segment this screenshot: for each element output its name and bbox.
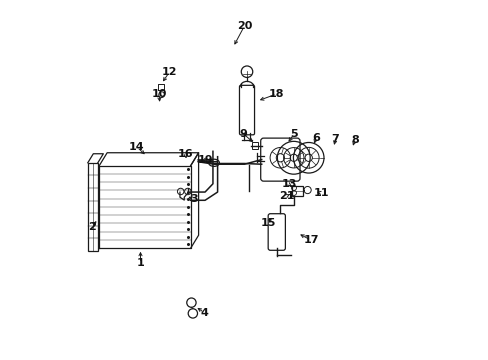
Text: 13: 13 xyxy=(281,179,296,189)
Text: 18: 18 xyxy=(268,89,284,99)
Text: 6: 6 xyxy=(312,133,320,143)
Text: 11: 11 xyxy=(313,188,328,198)
Text: 10: 10 xyxy=(151,89,166,99)
Bar xyxy=(291,186,303,196)
Text: 1: 1 xyxy=(136,258,144,268)
Text: 8: 8 xyxy=(350,135,358,145)
Text: 3: 3 xyxy=(190,194,198,204)
Bar xyxy=(252,142,258,149)
Text: 21: 21 xyxy=(279,191,294,201)
Text: 20: 20 xyxy=(236,21,252,31)
Text: 17: 17 xyxy=(303,235,318,245)
Text: 16: 16 xyxy=(178,149,193,159)
Text: 4: 4 xyxy=(200,308,208,318)
Bar xyxy=(88,163,98,251)
Text: 5: 5 xyxy=(289,129,297,139)
Text: 12: 12 xyxy=(161,67,177,77)
Text: 7: 7 xyxy=(331,134,339,144)
Text: 15: 15 xyxy=(260,218,275,228)
Text: 9: 9 xyxy=(239,129,247,139)
Text: 2: 2 xyxy=(88,222,96,232)
Text: 14: 14 xyxy=(129,142,144,152)
Text: 19: 19 xyxy=(198,155,213,165)
